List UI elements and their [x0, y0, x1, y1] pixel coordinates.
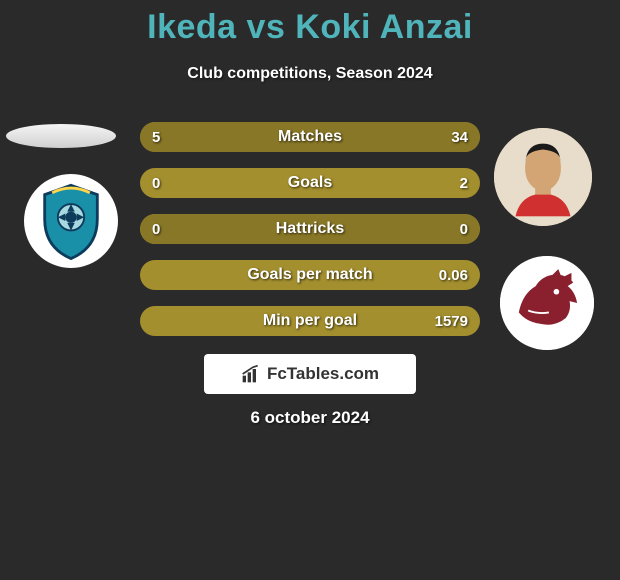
- stat-value-right: 2: [460, 168, 468, 198]
- stat-value-right: 0.06: [439, 260, 468, 290]
- stat-value-right: 1579: [435, 306, 468, 336]
- snapshot-date: 6 october 2024: [0, 408, 620, 428]
- right-team-crest: [500, 256, 594, 350]
- branding-text: FcTables.com: [267, 364, 379, 384]
- stat-label: Goals per match: [140, 260, 480, 290]
- stats-bars: 5Matches340Goals20Hattricks0Goals per ma…: [140, 122, 480, 352]
- left-team-crest: [24, 174, 118, 268]
- ikeda-player-avatar: [6, 124, 116, 148]
- stat-value-right: 0: [460, 214, 468, 244]
- stat-row: Min per goal1579: [140, 306, 480, 336]
- wolf-crest-icon: [500, 256, 594, 350]
- stat-row: 0Hattricks0: [140, 214, 480, 244]
- stat-row: Goals per match0.06: [140, 260, 480, 290]
- stat-row: 5Matches34: [140, 122, 480, 152]
- bar-chart-icon: [241, 364, 261, 384]
- koki-anzai-player-avatar: [494, 128, 592, 226]
- stat-row: 0Goals2: [140, 168, 480, 198]
- stat-label: Hattricks: [140, 214, 480, 244]
- fctables-branding: FcTables.com: [204, 354, 416, 394]
- season-subtitle: Club competitions, Season 2024: [0, 65, 620, 83]
- shield-crest-icon: [24, 174, 118, 268]
- stat-label: Matches: [140, 122, 480, 152]
- comparison-title: Ikeda vs Koki Anzai: [0, 0, 620, 47]
- stat-value-right: 34: [451, 122, 468, 152]
- stat-label: Goals: [140, 168, 480, 198]
- person-silhouette-icon: [494, 128, 592, 226]
- stat-label: Min per goal: [140, 306, 480, 336]
